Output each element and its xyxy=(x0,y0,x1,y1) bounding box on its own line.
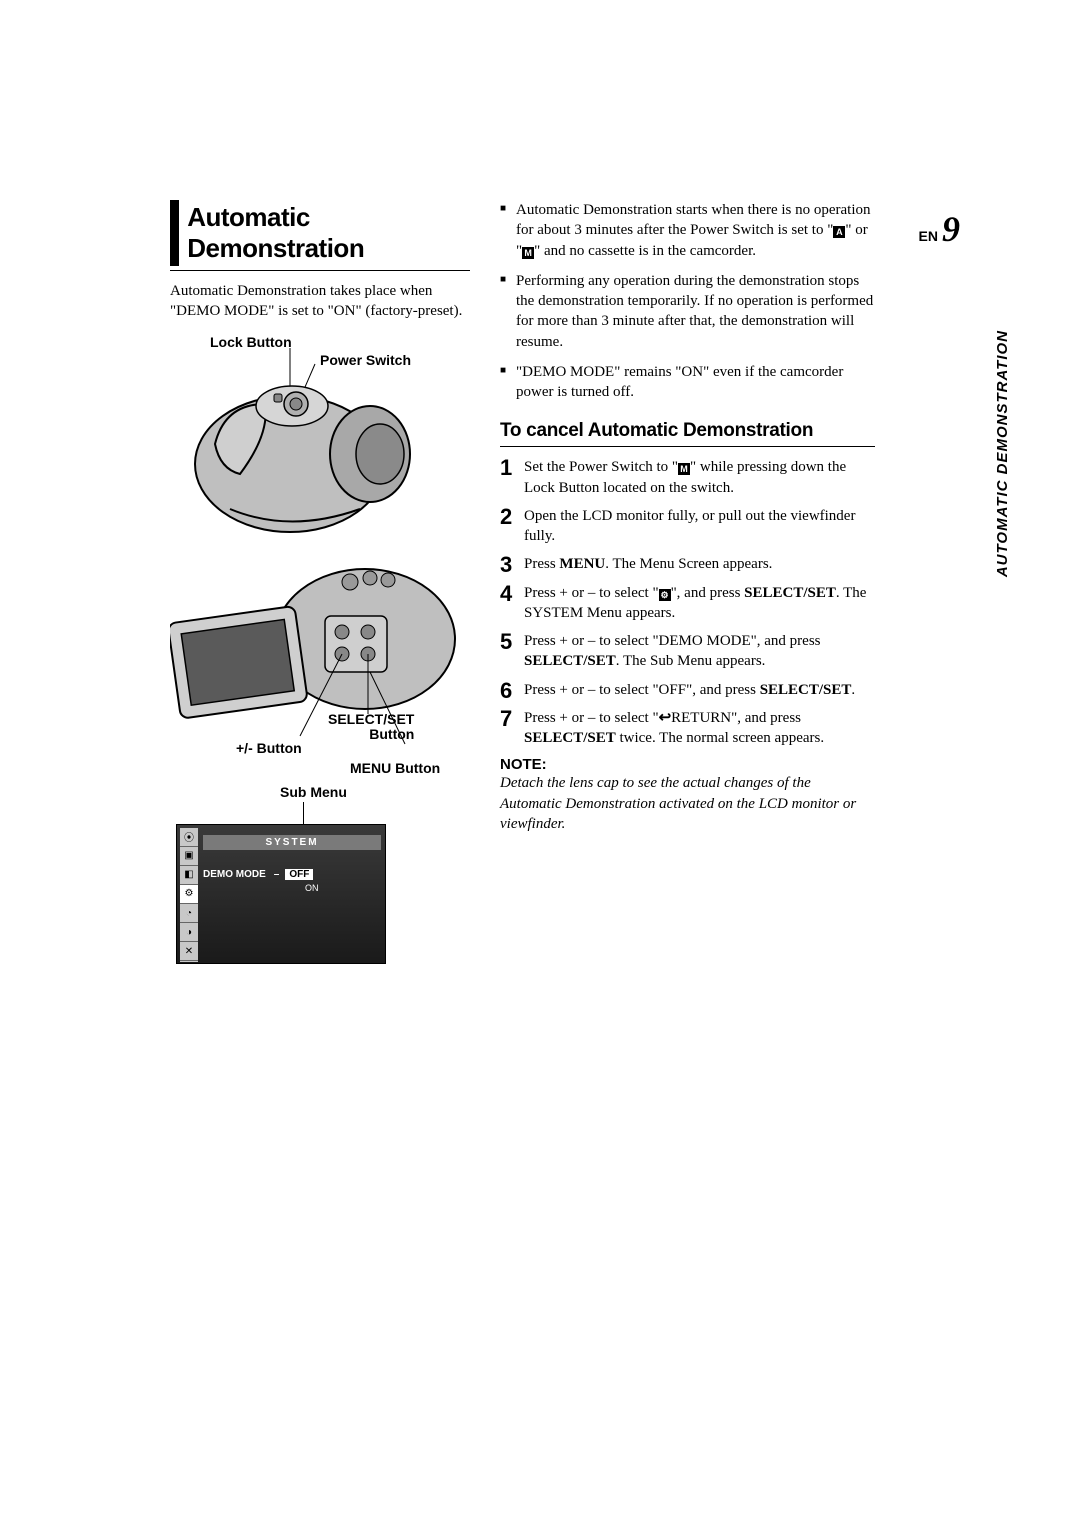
mode-a-icon: A xyxy=(833,226,845,238)
bullet-item: Performing any operation during the demo… xyxy=(500,271,875,352)
content-columns: Automatic Demonstration Automatic Demons… xyxy=(170,200,1000,964)
menu-row-label: DEMO MODE xyxy=(203,869,266,880)
step-number: 5 xyxy=(500,627,512,657)
mode-m-icon: M xyxy=(678,463,690,475)
menu-row-demo-mode: DEMO MODE – OFF xyxy=(203,869,313,880)
mode-m-icon: M xyxy=(522,247,534,259)
cancel-underline xyxy=(500,446,875,447)
menu-tab-icon: ✕ xyxy=(180,942,198,961)
menu-tab-icon: ◑ xyxy=(180,923,198,942)
note-text: Detach the lens cap to see the actual ch… xyxy=(500,773,875,834)
select-set-l1: SELECT/SET xyxy=(328,711,414,727)
step-number: 2 xyxy=(500,502,512,532)
section-title: Automatic Demonstration xyxy=(187,200,470,266)
menu-value-on: ON xyxy=(305,883,319,893)
cancel-heading: To cancel Automatic Demonstration xyxy=(500,420,875,442)
step-item: 7Press + or – to select "↩RETURN", and p… xyxy=(500,708,875,749)
menu-tab-sidebar: ⦿ ▣ ◧ ⚙ ◔ ◑ ✕ xyxy=(180,828,198,962)
menu-title: SYSTEM xyxy=(203,835,381,850)
step-number: 1 xyxy=(500,453,512,483)
lang-label: EN xyxy=(919,228,938,244)
step-item: 2Open the LCD monitor fully, or pull out… xyxy=(500,506,875,547)
plus-minus-label: +/- Button xyxy=(236,740,302,756)
sub-menu-pointer xyxy=(303,802,304,826)
bullet-item: "DEMO MODE" remains "ON" even if the cam… xyxy=(500,362,875,403)
select-set-l2: Button xyxy=(369,726,414,742)
step-number: 6 xyxy=(500,676,512,706)
step-item: 5Press + or – to select "DEMO MODE", and… xyxy=(500,631,875,672)
menu-screenshot-wrap: Sub Menu ⦿ ▣ ◧ ⚙ ◔ ◑ ✕ SYSTEM DEMO MODE … xyxy=(170,824,470,964)
page-number: 9 xyxy=(942,208,960,250)
menu-button-label: MENU Button xyxy=(350,760,440,776)
note-heading: NOTE: xyxy=(500,756,875,773)
sub-menu-label: Sub Menu xyxy=(280,784,347,800)
step-number: 3 xyxy=(500,550,512,580)
intro-text: Automatic Demonstration takes place when… xyxy=(170,281,470,322)
menu-tab-icon: ◔ xyxy=(180,904,198,923)
bullet-list: Automatic Demonstration starts when ther… xyxy=(500,200,875,402)
page-header: EN 9 xyxy=(919,208,960,250)
step-item: 1Set the Power Switch to "M" while press… xyxy=(500,457,875,498)
menu-screenshot: ⦿ ▣ ◧ ⚙ ◔ ◑ ✕ SYSTEM DEMO MODE – OFF ON xyxy=(176,824,386,964)
power-switch-label: Power Switch xyxy=(320,352,411,368)
menu-tab-icon: ◧ xyxy=(180,866,198,885)
camcorder-open-diagram: SELECT/SET Button +/- Button MENU Button xyxy=(170,544,470,784)
step-item: 6Press + or – to select "OFF", and press… xyxy=(500,680,875,700)
step-number: 7 xyxy=(500,704,512,734)
menu-tab-icon: ⦿ xyxy=(180,828,198,847)
sys-icon: ⚙ xyxy=(659,589,671,601)
lock-button-label: Lock Button xyxy=(210,334,292,350)
title-underline xyxy=(170,270,470,271)
cancel-steps: 1Set the Power Switch to "M" while press… xyxy=(500,457,875,748)
left-column: Automatic Demonstration Automatic Demons… xyxy=(170,200,470,964)
select-set-label: SELECT/SET Button xyxy=(328,712,414,743)
section-title-row: Automatic Demonstration xyxy=(170,200,470,266)
right-column: Automatic Demonstration starts when ther… xyxy=(500,200,875,964)
side-section-label: AUTOMATIC DEMONSTRATION xyxy=(994,330,1011,577)
camcorder-open-svg xyxy=(170,544,470,754)
menu-tab-icon: ⚙ xyxy=(180,885,198,904)
camcorder-top-diagram: Lock Button Power Switch xyxy=(170,334,470,544)
menu-value-off: OFF xyxy=(285,869,313,880)
step-number: 4 xyxy=(500,579,512,609)
menu-tab-icon: ▣ xyxy=(180,847,198,866)
step-text: Open the LCD monitor fully, or pull out … xyxy=(524,508,855,544)
bullet-item: Automatic Demonstration starts when ther… xyxy=(500,200,875,261)
step-item: 3Press MENU. The Menu Screen appears. xyxy=(500,554,875,574)
step-item: 4Press + or – to select "⚙", and press S… xyxy=(500,583,875,624)
title-accent-bar xyxy=(170,200,179,266)
